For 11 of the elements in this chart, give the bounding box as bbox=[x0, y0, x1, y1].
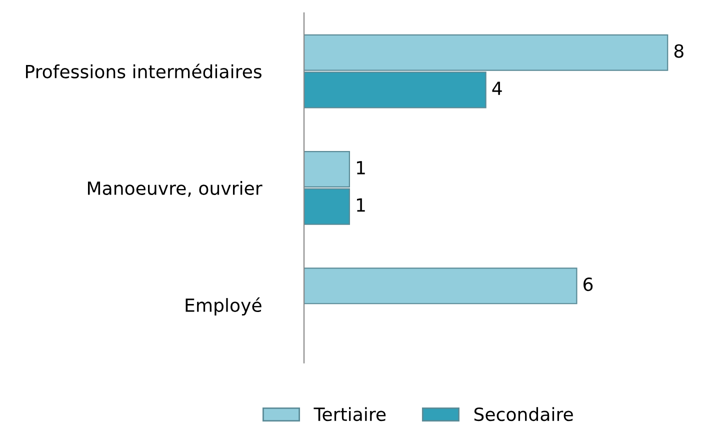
y-tick-label: Professions intermédiaires bbox=[26, 64, 262, 78]
legend-label: Tertiaire bbox=[314, 407, 386, 422]
data-label: 1 bbox=[357, 161, 365, 174]
y-tick-label: Employé bbox=[186, 297, 262, 316]
data-label: 8 bbox=[674, 44, 684, 58]
data-label: 6 bbox=[584, 277, 593, 292]
bar bbox=[304, 268, 578, 304]
data-label: 1 bbox=[357, 198, 365, 212]
data-label: 4 bbox=[492, 82, 502, 95]
legend-label: Secondaire bbox=[474, 407, 573, 422]
y-tick-label: Manoeuvre, ouvrier bbox=[88, 181, 262, 197]
